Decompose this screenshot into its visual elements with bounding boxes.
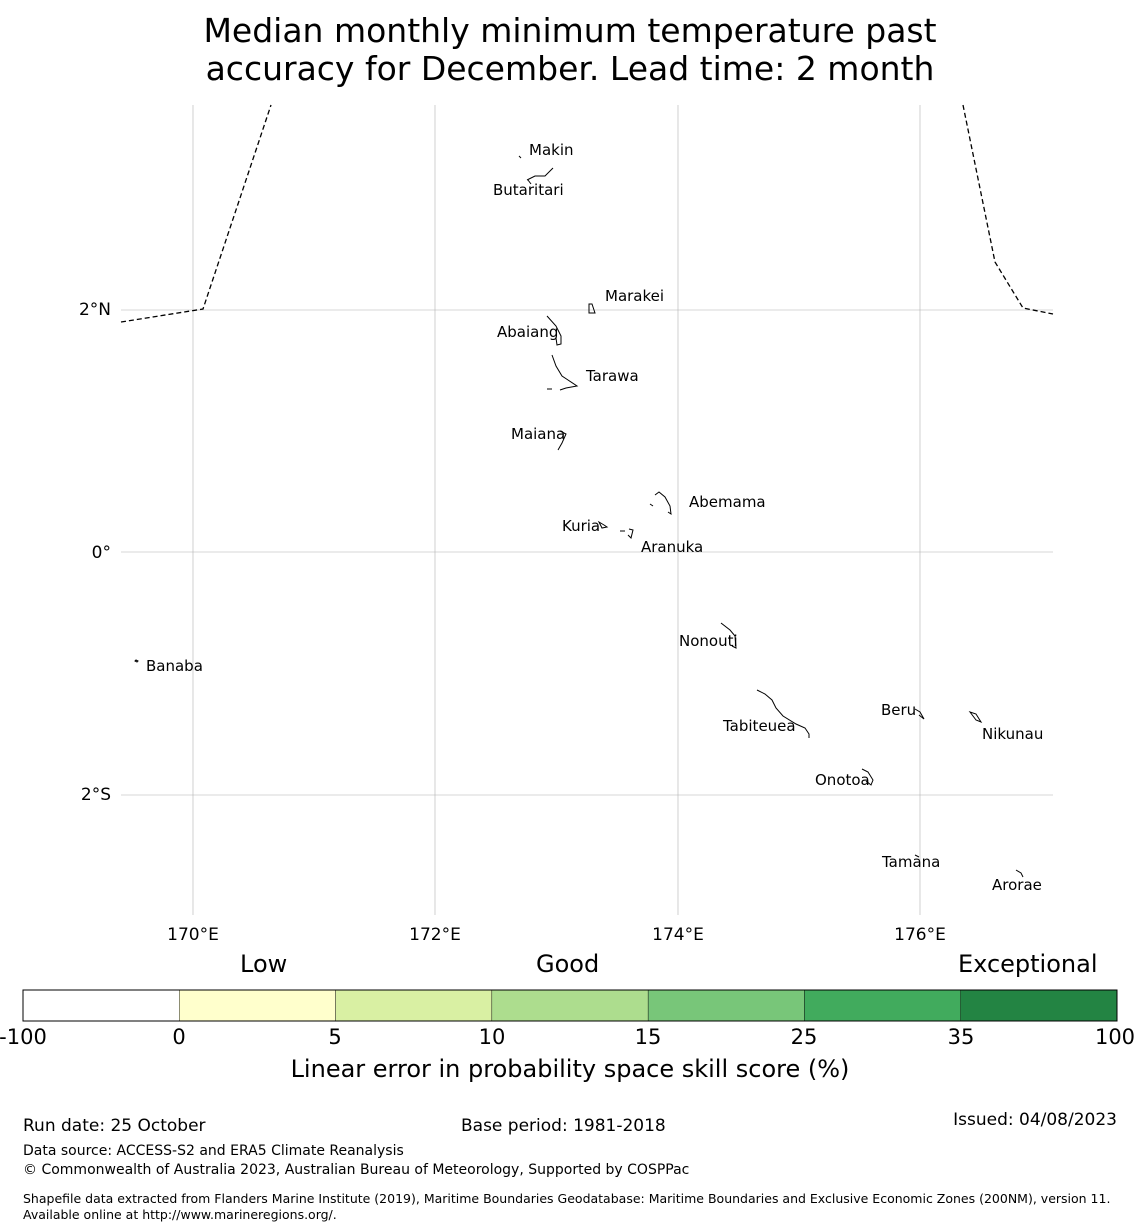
coast-tabiteuea	[756, 689, 810, 738]
coast-tamana	[914, 854, 920, 858]
colorbar-tick-label: 100	[1094, 1025, 1136, 1049]
coast-butaritari	[526, 167, 554, 185]
chart-title: Median monthly minimum temperature past …	[0, 12, 1140, 88]
island-label-butaritari: Butaritari	[493, 181, 564, 199]
colorbar-segment	[804, 989, 961, 1022]
coast-maiana	[557, 430, 567, 451]
colorbar-segment	[335, 989, 493, 1022]
eez-boundaries	[120, 104, 1054, 323]
island-label-aranuka: Aranuka	[641, 538, 703, 556]
axis-labels: 2°N 0° 2°S 170°E 172°E 174°E 176°E	[79, 300, 946, 945]
island-label-tabiteuea: Tabiteuea	[722, 717, 796, 735]
colorbar-tick-label: 15	[634, 1025, 662, 1049]
colorbar-tick-label: 0	[172, 1025, 186, 1049]
island-label-marakei: Marakei	[605, 287, 664, 305]
coast-onotoa	[861, 768, 874, 786]
colorbar-segment	[179, 989, 336, 1022]
base-period: Base period: 1981-2018	[461, 1116, 666, 1136]
island-label-makin: Makin	[529, 141, 574, 159]
lon-label-174: 174°E	[652, 925, 704, 945]
lat-label-2s: 2°S	[81, 785, 111, 805]
colorbar-segment	[960, 989, 1118, 1022]
lon-label-172: 172°E	[409, 925, 461, 945]
island-label-maiana: Maiana	[511, 425, 565, 443]
island-label-kuria: Kuria	[562, 517, 600, 535]
colorbar-tick-label: 35	[947, 1025, 975, 1049]
map: Makin Butaritari Marakei Abaiang Tarawa …	[79, 104, 1054, 945]
island-label-nonouti: Nonouti	[679, 632, 738, 650]
colorbar-title: Linear error in probability space skill …	[290, 1055, 850, 1083]
island-label-onotoa: Onotoa	[815, 771, 870, 789]
coast-arorae	[1015, 869, 1024, 878]
coast-beru	[914, 708, 925, 720]
island-label-tamana: Tamana	[881, 853, 940, 871]
island-label-abemama: Abemama	[689, 493, 766, 511]
coast-abaiang	[546, 315, 562, 346]
coast-nikunau	[968, 711, 983, 724]
title-line-2: accuracy for December. Lead time: 2 mont…	[205, 49, 935, 88]
gridlines	[121, 105, 1053, 915]
shapefile-credit: Shapefile data extracted from Flanders M…	[23, 1191, 1111, 1222]
island-label-abaiang: Abaiang	[497, 323, 558, 341]
colorbar-tick-label: -100	[0, 1025, 47, 1049]
island-labels: Makin Butaritari Marakei Abaiang Tarawa …	[146, 141, 1043, 894]
coast-nonouti	[720, 622, 737, 649]
island-label-arorae: Arorae	[992, 876, 1042, 894]
colorbar-outline	[22, 989, 1118, 1022]
coast-makin	[518, 155, 522, 159]
title-line-1: Median monthly minimum temperature past	[203, 11, 937, 50]
lat-label-2n: 2°N	[79, 300, 111, 320]
data-source: Data source: ACCESS-S2 and ERA5 Climate …	[23, 1143, 404, 1159]
colorbar-tick-label: 25	[790, 1025, 818, 1049]
colorbar-tick-label: 5	[328, 1025, 342, 1049]
copyright: © Commonwealth of Australia 2023, Austra…	[23, 1162, 690, 1178]
island-label-nikunau: Nikunau	[982, 725, 1043, 743]
coast-abemama	[649, 491, 672, 516]
lon-label-170: 170°E	[167, 925, 219, 945]
coast-kuria	[597, 520, 609, 529]
coast-banaba	[134, 659, 139, 663]
coast-aranuka	[620, 528, 634, 539]
legend-category-exceptional: Exceptional	[958, 950, 1098, 978]
colorbar-tick-label: 10	[478, 1025, 506, 1049]
island-coastlines	[134, 155, 1024, 878]
eez-boundary-west	[120, 104, 272, 323]
legend-category-good: Good	[536, 950, 600, 978]
coast-marakei	[588, 303, 596, 314]
coast-tarawa	[547, 354, 579, 391]
colorbar-segment	[22, 989, 180, 1022]
lat-label-0: 0°	[92, 543, 111, 563]
lon-label-176: 176°E	[894, 925, 946, 945]
island-label-tarawa: Tarawa	[585, 367, 639, 385]
eez-boundary-east	[962, 104, 1054, 315]
colorbar-segment	[491, 989, 649, 1022]
island-label-banaba: Banaba	[146, 657, 203, 675]
run-date: Run date: 25 October	[23, 1116, 206, 1136]
colorbar-segment	[647, 989, 805, 1022]
legend-category-low: Low	[240, 950, 288, 978]
colorbar	[22, 989, 1118, 1022]
issued-date: Issued: 04/08/2023	[953, 1110, 1117, 1130]
island-label-beru: Beru	[881, 701, 916, 719]
